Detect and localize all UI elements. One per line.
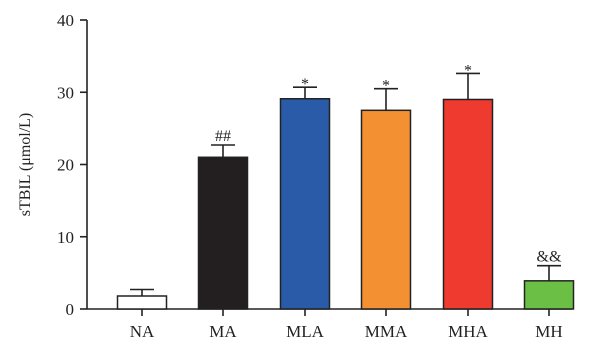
- x-tick-label: MH: [535, 322, 562, 341]
- y-tick-label: 0: [66, 300, 75, 319]
- bar-mh: [523, 280, 575, 310]
- y-axis-title: sTBIL (μmol/L): [17, 113, 34, 217]
- y-tick-label: 40: [57, 11, 74, 30]
- significance-marker: *: [464, 62, 472, 79]
- significance-marker: ##: [215, 128, 231, 145]
- bar-ma: [197, 156, 249, 310]
- x-tick-label: MHA: [448, 322, 488, 341]
- x-tick-label: NA: [130, 322, 155, 341]
- bar-mha: [442, 98, 494, 310]
- bars: [116, 98, 575, 310]
- y-tick-label: 10: [57, 228, 74, 247]
- bar-na: [116, 295, 168, 310]
- x-tick-label: MLA: [286, 322, 325, 341]
- x-tick-label: MA: [209, 322, 237, 341]
- significance-annotations: ## * * * &&: [215, 62, 562, 265]
- y-tick-label: 30: [57, 83, 74, 102]
- axis-labels: 0 10 20 30 40 NA MA MLA MMA MHA MH: [57, 11, 563, 341]
- y-tick-label: 20: [57, 156, 74, 175]
- x-tick-label: MMA: [365, 322, 408, 341]
- significance-marker: *: [382, 78, 390, 95]
- bar-mla: [279, 98, 331, 310]
- bar-mma: [360, 109, 412, 310]
- error-bars: [130, 72, 561, 296]
- significance-marker: *: [301, 76, 309, 93]
- significance-marker: &&: [537, 249, 562, 266]
